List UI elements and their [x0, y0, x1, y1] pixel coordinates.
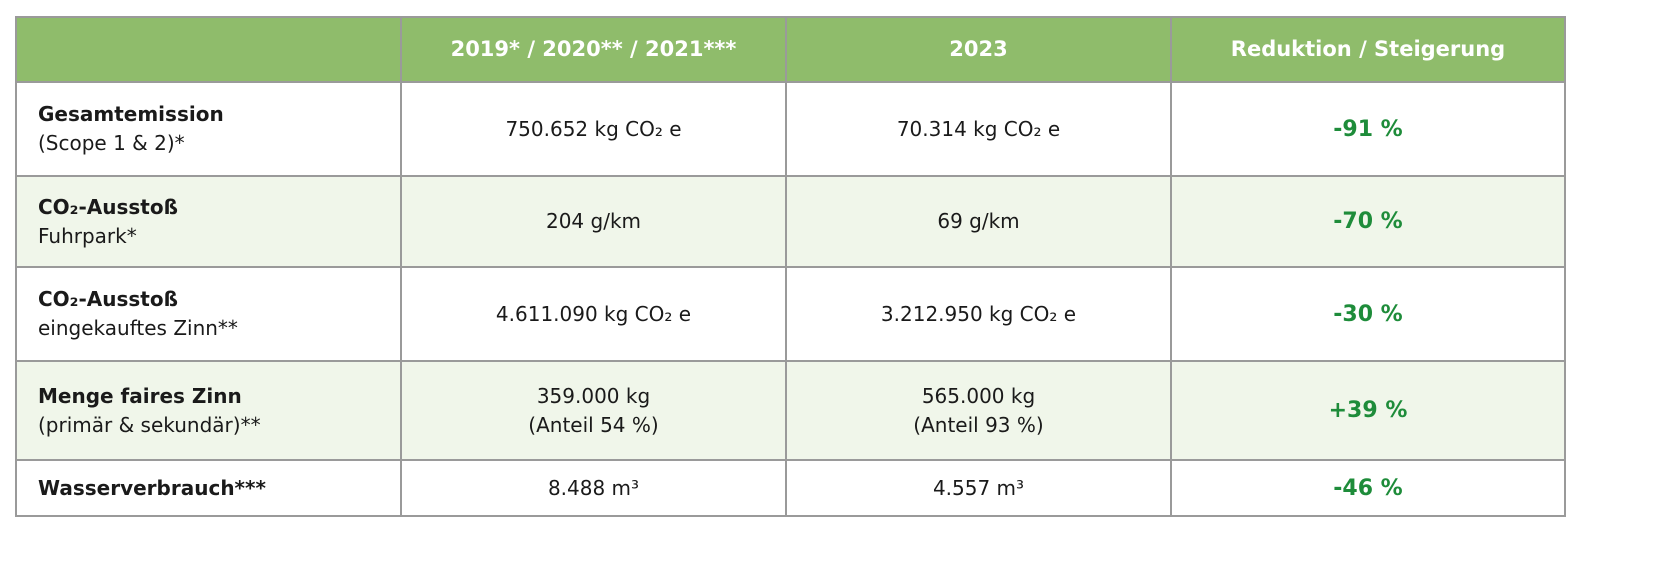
- header-2023: 2023: [785, 16, 1172, 83]
- value-2023: 4.557 m³: [932, 475, 1025, 500]
- value-2023-cell: 70.314 kg CO₂ e: [785, 81, 1172, 177]
- change-value: -70 %: [1170, 175, 1566, 268]
- value-2023: 69 g/km: [937, 209, 1020, 233]
- baseline-value: 4.611.090 kg CO₂ e: [495, 301, 692, 326]
- baseline-share: (Anteil 54 %): [528, 412, 659, 437]
- baseline-value-cell: 750.652 kg CO₂ e: [400, 81, 787, 177]
- row-sublabel: eingekauftes Zinn**: [38, 316, 238, 340]
- change-value: -30 %: [1170, 266, 1566, 362]
- change-value: -46 %: [1170, 459, 1566, 517]
- baseline-value-cell: 4.611.090 kg CO₂ e: [400, 266, 787, 362]
- row-label-cell: Wasserverbrauch***: [15, 459, 402, 517]
- row-sublabel: (primär & sekundär)**: [38, 412, 261, 437]
- table-row: Wasserverbrauch*** 8.488 m³ 4.557 m³ -46 %: [15, 459, 1566, 517]
- row-sublabel: (Scope 1 & 2)*: [38, 131, 185, 155]
- value-2023: 70.314 kg CO₂ e: [896, 116, 1061, 141]
- baseline-value-cell: 204 g/km: [400, 175, 787, 268]
- table-row: Gesamtemission (Scope 1 & 2)* 750.652 kg C…: [15, 81, 1566, 177]
- share-2023: (Anteil 93 %): [913, 412, 1044, 437]
- value-2023-cell: 4.557 m³: [785, 459, 1172, 517]
- change-value: +39 %: [1170, 360, 1566, 461]
- value-2023-cell: 69 g/km: [785, 175, 1172, 268]
- table-row: Menge faires Zinn (primär & sekundär)** 35…: [15, 360, 1566, 461]
- value-2023: 565.000 kg: [921, 383, 1036, 408]
- row-label-cell: CO₂-Ausstoß Fuhrpark*: [15, 175, 402, 268]
- table-row: CO₂-Ausstoß Fuhrpark* 204 g/km 69 g/km -70 %: [15, 175, 1566, 268]
- baseline-value: 750.652 kg CO₂ e: [505, 116, 682, 141]
- emissions-comparison-table: 2019* / 2020** / 2021*** 2023 Reduktion …: [15, 16, 1566, 517]
- header-label: [15, 16, 402, 83]
- baseline-value: 359.000 kg: [536, 383, 651, 408]
- row-label-cell: Gesamtemission (Scope 1 & 2)*: [15, 81, 402, 177]
- value-2023-cell: 3.212.950 kg CO₂ e: [785, 266, 1172, 362]
- change-value: -91 %: [1170, 81, 1566, 177]
- header-row: 2019* / 2020** / 2021*** 2023 Reduktion …: [15, 16, 1566, 83]
- baseline-value: 8.488 m³: [547, 475, 640, 500]
- baseline-value: 204 g/km: [545, 209, 642, 233]
- row-label: Wasserverbrauch***: [38, 475, 266, 500]
- table-row: CO₂-Ausstoß eingekauftes Zinn** 4.611.090 …: [15, 266, 1566, 362]
- row-label-cell: Menge faires Zinn (primär & sekundär)**: [15, 360, 402, 461]
- value-2023-cell: 565.000 kg (Anteil 93 %): [785, 360, 1172, 461]
- row-label: CO₂-Ausstoß: [38, 194, 178, 219]
- row-label: CO₂-Ausstoß: [38, 287, 178, 311]
- header-change: Reduktion / Steigerung: [1170, 16, 1566, 83]
- row-label-cell: CO₂-Ausstoß eingekauftes Zinn**: [15, 266, 402, 362]
- row-label: Gesamtemission: [38, 102, 224, 126]
- row-label: Menge faires Zinn: [38, 383, 242, 408]
- header-baseline-years: 2019* / 2020** / 2021***: [400, 16, 787, 83]
- row-sublabel: Fuhrpark*: [38, 223, 137, 248]
- value-2023: 3.212.950 kg CO₂ e: [880, 301, 1077, 326]
- baseline-value-cell: 359.000 kg (Anteil 54 %): [400, 360, 787, 461]
- baseline-value-cell: 8.488 m³: [400, 459, 787, 517]
